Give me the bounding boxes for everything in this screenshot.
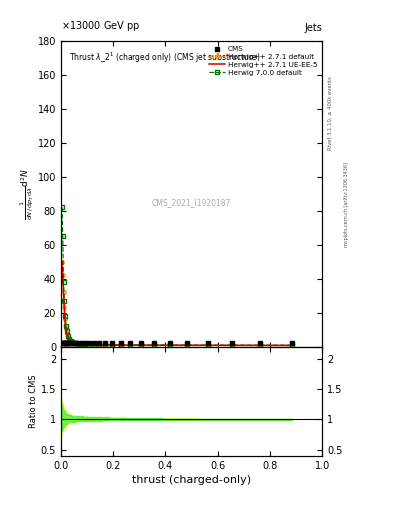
Y-axis label: $\frac{1}{\mathrm{d}N\,/\,\mathrm{d}p_T\,\mathrm{d}\lambda}\mathrm{d}^2N$: $\frac{1}{\mathrm{d}N\,/\,\mathrm{d}p_T\…	[19, 167, 36, 220]
Y-axis label: Ratio to CMS: Ratio to CMS	[29, 374, 38, 428]
Text: Rivet 3.1.10, ≥ 400k events: Rivet 3.1.10, ≥ 400k events	[328, 76, 333, 150]
Text: Jets: Jets	[305, 23, 322, 33]
X-axis label: thrust (charged-only): thrust (charged-only)	[132, 475, 251, 485]
Legend: CMS, Herwig++ 2.7.1 default, Herwig++ 2.7.1 UE-EE-5, Herwig 7.0.0 default: CMS, Herwig++ 2.7.1 default, Herwig++ 2.…	[206, 43, 320, 78]
Text: mcplots.cern.ch [arXiv:1306.3436]: mcplots.cern.ch [arXiv:1306.3436]	[344, 162, 349, 247]
Text: $\times$13000 GeV pp: $\times$13000 GeV pp	[61, 19, 140, 33]
Text: CMS_2021_I1920187: CMS_2021_I1920187	[152, 199, 231, 207]
Text: Thrust $\lambda\_2^1$ (charged only) (CMS jet substructure): Thrust $\lambda\_2^1$ (charged only) (CM…	[69, 50, 260, 65]
